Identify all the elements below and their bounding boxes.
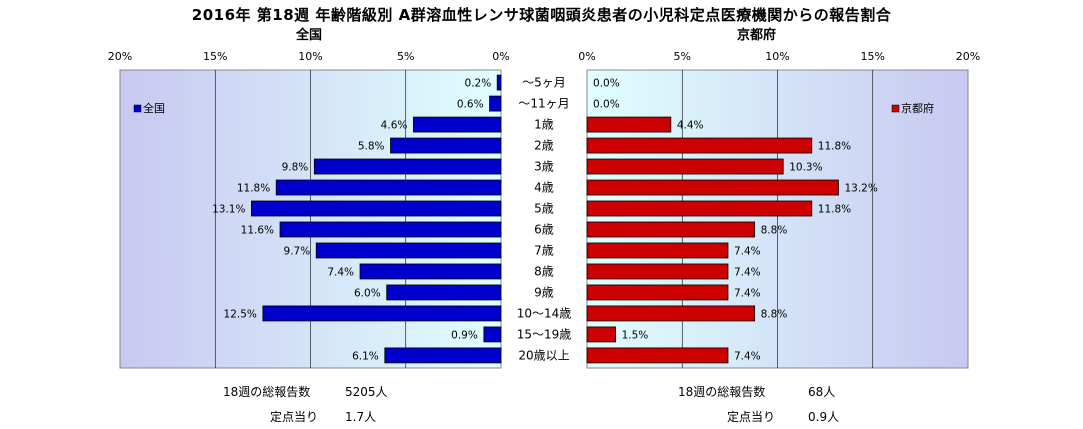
- kyoto-value-label: 11.8%: [818, 204, 851, 216]
- kyoto-bar: [586, 284, 729, 301]
- kyoto-value-label: 7.4%: [734, 350, 761, 362]
- national-bar: [412, 116, 502, 133]
- national-bar: [496, 74, 502, 91]
- kyoto-bar: [586, 116, 672, 133]
- national-value-label: 5.8%: [358, 141, 385, 153]
- national-value-label: 9.7%: [284, 245, 311, 257]
- right-tick-label: 10%: [765, 50, 789, 63]
- kyoto-bar: [586, 263, 729, 280]
- kyoto-value-label: 0.0%: [593, 78, 620, 90]
- kyoto-value-label: 4.4%: [677, 120, 704, 132]
- kyoto-value-label: 7.4%: [734, 266, 761, 278]
- right-total-value: 68人: [808, 385, 836, 399]
- national-value-label: 11.6%: [241, 224, 274, 236]
- right-tick-label: 15%: [861, 50, 885, 63]
- left-tick-label: 15%: [203, 50, 227, 63]
- age-category-label: 2歳: [534, 139, 554, 153]
- kyoto-value-label: 7.4%: [734, 287, 761, 299]
- kyoto-bar: [586, 326, 616, 343]
- left-per-value: 1.7人: [345, 410, 377, 424]
- age-category-label: 3歳: [534, 160, 554, 174]
- national-value-label: 6.1%: [352, 350, 379, 362]
- kyoto-bar: [586, 242, 729, 259]
- left-tick-label: 10%: [298, 50, 322, 63]
- national-value-label: 6.0%: [354, 287, 381, 299]
- kyoto-bar: [586, 221, 756, 238]
- national-value-label: 13.1%: [212, 204, 245, 216]
- legend-kyoto-swatch: [891, 104, 900, 113]
- kyoto-value-label: 8.8%: [761, 308, 788, 320]
- left-tick-label: 5%: [397, 50, 414, 63]
- right-total-label: 18週の総報告数: [678, 385, 766, 399]
- national-value-label: 7.4%: [327, 266, 354, 278]
- national-bar: [483, 326, 502, 343]
- age-category-label: 20歳以上: [518, 348, 569, 362]
- kyoto-value-label: 11.8%: [818, 141, 851, 153]
- left-total-value: 5205人: [345, 385, 388, 399]
- kyoto-value-label: 8.8%: [761, 224, 788, 236]
- national-bar: [262, 305, 502, 322]
- kyoto-bar: [586, 305, 756, 322]
- age-category-label: ～5ヶ月: [522, 76, 566, 90]
- kyoto-bar: [586, 200, 813, 217]
- age-category-label: 15～19歳: [517, 327, 572, 341]
- national-value-label: 11.8%: [237, 183, 270, 195]
- left-total-label: 18週の総報告数: [223, 385, 311, 399]
- kyoto-value-label: 1.5%: [622, 329, 649, 341]
- kyoto-bar: [586, 137, 813, 154]
- national-bar: [275, 179, 502, 196]
- age-category-label: 10～14歳: [517, 306, 572, 320]
- age-category-label: 4歳: [534, 181, 554, 195]
- age-category-label: 6歳: [534, 222, 554, 236]
- kyoto-value-label: 10.3%: [789, 162, 822, 174]
- national-value-label: 4.6%: [381, 120, 408, 132]
- national-bar: [315, 242, 502, 259]
- age-category-label: 1歳: [534, 118, 554, 132]
- left-tick-label: 0%: [492, 50, 509, 63]
- national-bar: [313, 158, 502, 175]
- left-panel-title: 全国: [296, 28, 323, 43]
- chart-title: 2016年 第18週 年齢階級別 A群溶血性レンサ球菌咽頭炎患者の小児科定点医療…: [191, 6, 892, 24]
- right-tick-label: 0%: [578, 50, 595, 63]
- age-category-label: 9歳: [534, 285, 554, 299]
- legend-national-label: 全国: [143, 101, 165, 115]
- national-bar: [386, 284, 502, 301]
- age-category-label: ～11ヶ月: [518, 97, 569, 111]
- kyoto-value-label: 7.4%: [734, 245, 761, 257]
- national-bar: [251, 200, 502, 217]
- national-value-label: 0.9%: [451, 329, 478, 341]
- kyoto-bar: [586, 158, 784, 175]
- age-category-label: 5歳: [534, 202, 554, 216]
- legend-national-swatch: [133, 104, 142, 113]
- kyoto-bar: [586, 347, 729, 364]
- right-per-label: 定点当り: [727, 410, 776, 424]
- kyoto-bar: [586, 179, 839, 196]
- right-tick-label: 5%: [674, 50, 691, 63]
- national-value-label: 12.5%: [224, 308, 257, 320]
- right-panel-title: 京都府: [737, 28, 777, 43]
- left-per-label: 定点当り: [270, 410, 319, 424]
- national-bar: [390, 137, 502, 154]
- national-bar: [279, 221, 502, 238]
- kyoto-value-label: 0.0%: [593, 99, 620, 111]
- legend-kyoto-label: 京都府: [901, 101, 934, 115]
- age-category-label: 8歳: [534, 264, 554, 278]
- national-bar: [359, 263, 502, 280]
- age-category-label: 7歳: [534, 243, 554, 257]
- national-value-label: 9.8%: [282, 162, 309, 174]
- national-value-label: 0.6%: [457, 99, 484, 111]
- national-value-label: 0.2%: [465, 78, 492, 90]
- left-tick-label: 20%: [108, 50, 132, 63]
- kyoto-value-label: 13.2%: [844, 183, 877, 195]
- national-bar: [489, 95, 502, 112]
- national-bar: [384, 347, 502, 364]
- right-per-value: 0.9人: [808, 410, 840, 424]
- right-tick-label: 20%: [956, 50, 980, 63]
